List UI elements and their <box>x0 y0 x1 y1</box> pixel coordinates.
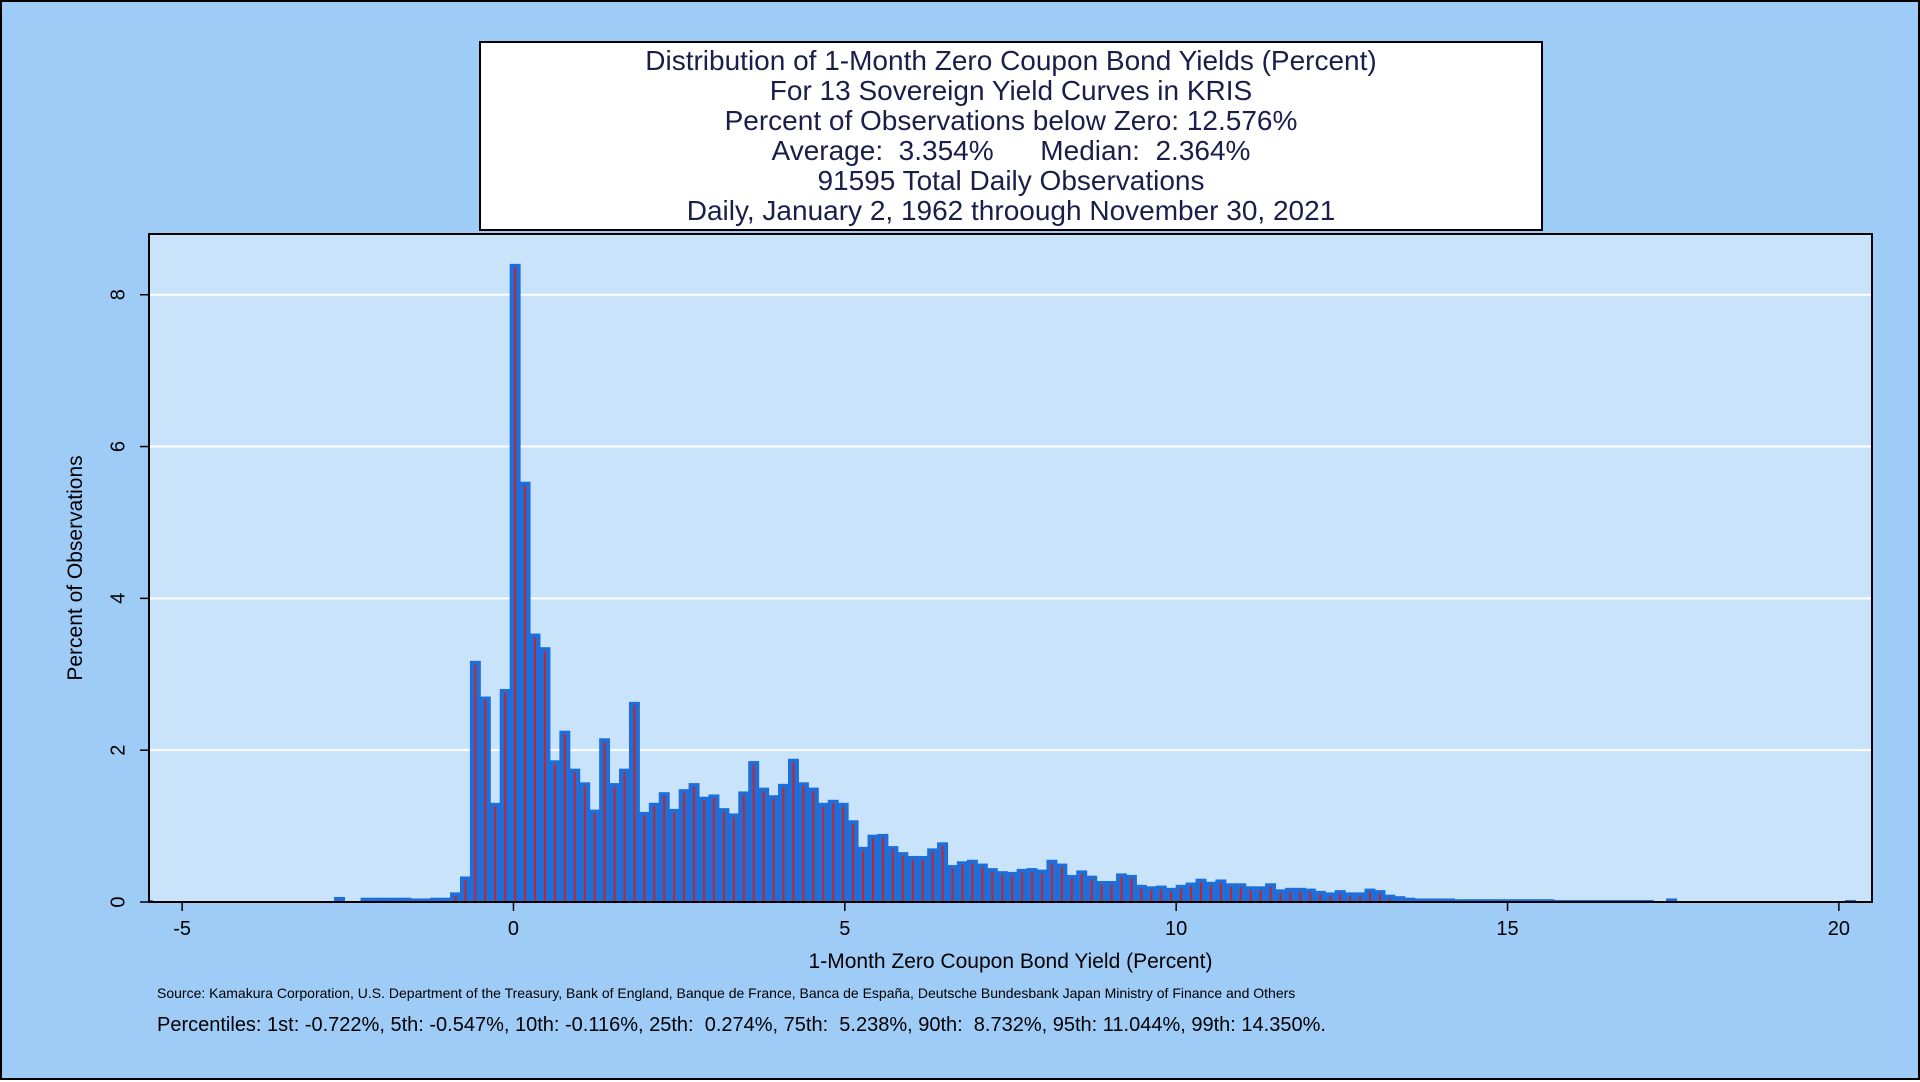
plot-border <box>148 233 1873 903</box>
histogram-bars <box>148 263 1856 903</box>
title-line-4: Average: 3.354% Median: 2.364% <box>771 135 1251 166</box>
y-tick-label: 4 <box>107 593 129 604</box>
x-axis-title: 1-Month Zero Coupon Bond Yield (Percent) <box>809 950 1213 973</box>
x-tick-label: 20 <box>1828 918 1850 940</box>
y-tick-label: 6 <box>107 441 129 452</box>
title-line-1: Distribution of 1-Month Zero Coupon Bond… <box>645 45 1377 76</box>
axes: -5 0 5 10 15 20 0 2 4 6 8 <box>107 289 1850 940</box>
plot-area <box>149 234 1872 902</box>
x-tick-label: 0 <box>508 918 519 940</box>
x-tick-label: 5 <box>839 918 850 940</box>
title-line-3: Percent of Observations below Zero: 12.5… <box>724 105 1298 136</box>
y-axis-title: Percent of Observations <box>64 455 87 680</box>
title-line-6: Daily, January 2, 1962 throough November… <box>686 195 1336 226</box>
y-tick-label: 8 <box>107 289 129 300</box>
title-line-5: 91595 Total Daily Observations <box>817 165 1205 196</box>
x-tick-label: 10 <box>1165 918 1187 940</box>
title-line-2: For 13 Sovereign Yield Curves in KRIS <box>769 75 1253 106</box>
y-tick-label: 0 <box>107 896 129 907</box>
y-tick-label: 2 <box>107 745 129 756</box>
x-tick-label: -5 <box>173 918 191 940</box>
x-tick-label: 15 <box>1496 918 1518 940</box>
gridlines <box>149 293 1872 752</box>
percentiles-note: Percentiles: 1st: -0.722%, 5th: -0.547%,… <box>157 1014 1326 1036</box>
chart-title-box: Distribution of 1-Month Zero Coupon Bond… <box>479 41 1543 231</box>
source-note: Source: Kamakura Corporation, U.S. Depar… <box>157 985 1296 1001</box>
